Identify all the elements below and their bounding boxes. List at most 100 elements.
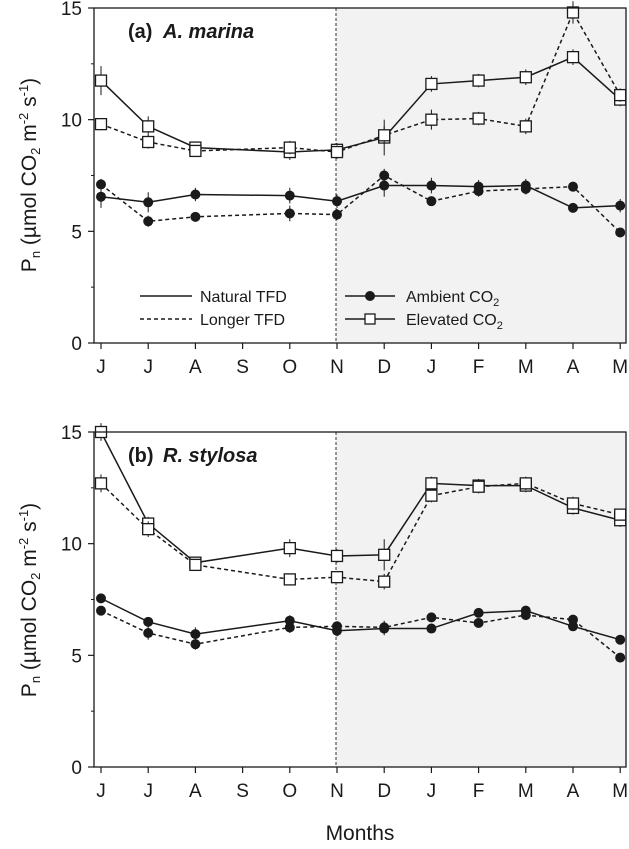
x-tick-label: A <box>567 781 580 802</box>
x-tick-label: A <box>189 781 202 802</box>
y-axis-a: 0 5 10 15 <box>61 0 94 355</box>
panel-b: 0 5 10 15 J J A S O N D J F M A M (b) R. stylosa <box>61 423 628 802</box>
x-tick-label: M <box>518 781 534 802</box>
y-axis-title-a: Pn (µmol CO2 m-2 s-1) <box>16 78 43 272</box>
data-point <box>96 191 106 202</box>
data-point <box>615 227 626 238</box>
data-point <box>425 477 438 490</box>
y-axis-b: 0 5 10 15 <box>61 423 94 779</box>
data-point <box>94 117 108 131</box>
y-tick-label: 10 <box>61 111 82 132</box>
data-point <box>426 180 437 191</box>
data-point <box>142 523 155 536</box>
panel-label-b: (b) <box>128 445 154 467</box>
x-tick-label: M <box>612 781 628 802</box>
data-point <box>473 186 484 197</box>
data-point <box>472 480 485 493</box>
data-point <box>284 208 295 219</box>
data-point <box>142 135 155 149</box>
x-tick-label: S <box>236 357 249 378</box>
series-line <box>100 609 621 659</box>
y-tick-label: 0 <box>71 758 82 779</box>
data-point <box>143 616 154 627</box>
data-point <box>568 202 578 213</box>
data-point <box>143 628 154 638</box>
x-tick-label: M <box>518 357 534 378</box>
data-point <box>190 629 201 640</box>
data-point <box>190 189 201 200</box>
data-point <box>615 200 626 211</box>
data-point <box>378 575 391 588</box>
data-point <box>378 129 391 142</box>
x-tick-label: J <box>143 781 153 802</box>
data-point <box>332 621 342 632</box>
data-point <box>283 573 296 586</box>
data-point <box>190 639 201 650</box>
data-point <box>332 196 342 207</box>
x-tick-label: D <box>377 357 391 378</box>
data-point <box>568 614 578 625</box>
data-point <box>615 634 626 645</box>
series-longer-open-square <box>94 1 627 159</box>
panel-title-a: A. marina <box>162 21 254 43</box>
data-point <box>566 50 580 64</box>
legend-natural-label: Natural TFD <box>200 289 287 306</box>
data-point <box>283 141 296 154</box>
data-point <box>96 593 106 604</box>
data-point <box>614 508 627 521</box>
data-point <box>190 211 201 222</box>
data-point <box>568 181 578 192</box>
series-longer-filled-circle <box>96 605 626 663</box>
legend-longer-label: Longer TFD <box>200 312 285 329</box>
data-point <box>426 612 437 623</box>
y-tick-label: 15 <box>61 0 82 20</box>
data-point <box>142 120 155 133</box>
y-tick-label: 0 <box>71 334 82 355</box>
data-point <box>284 622 295 633</box>
data-point <box>379 170 390 181</box>
data-point <box>520 610 531 621</box>
panel-label-a: (a) <box>128 21 152 43</box>
x-tick-label: N <box>330 357 344 378</box>
series-longer-filled-circle <box>96 168 626 238</box>
data-point <box>96 605 106 616</box>
data-point <box>96 179 106 190</box>
y-tick-label: 5 <box>71 222 82 243</box>
x-tick-label: A <box>189 357 202 378</box>
legend-elevated-marker <box>364 313 376 325</box>
plot-marks-a <box>94 1 627 238</box>
data-point <box>614 88 627 102</box>
panel-a: 0 5 10 15 J J A S O N D J F M A M (a) A. marina Natura… <box>61 0 628 378</box>
data-point <box>332 209 342 220</box>
x-tick-label: J <box>143 357 153 378</box>
data-point <box>425 489 438 502</box>
data-point <box>519 477 532 490</box>
legend: Natural TFD Longer TFD Ambient CO2 Eleva… <box>140 289 503 332</box>
data-point <box>566 6 580 19</box>
data-point <box>615 652 626 663</box>
data-point <box>473 607 484 618</box>
x-tick-label: J <box>427 357 437 378</box>
data-point <box>472 112 485 125</box>
data-point <box>520 183 531 194</box>
legend-ambient-marker <box>365 291 375 301</box>
data-point <box>425 113 438 126</box>
x-axis-title: Months <box>326 822 395 845</box>
y-tick-label: 5 <box>71 646 82 667</box>
data-point <box>284 190 295 201</box>
data-point <box>473 617 484 628</box>
data-point <box>94 74 108 87</box>
data-point <box>330 549 344 563</box>
data-point <box>330 145 344 159</box>
data-point <box>143 197 154 208</box>
y-tick-label: 10 <box>61 535 82 556</box>
y-tick-label: 15 <box>61 423 82 444</box>
x-tick-label: O <box>282 357 297 378</box>
data-point <box>379 622 390 633</box>
data-point <box>425 77 438 91</box>
data-point <box>330 571 344 584</box>
x-tick-label: D <box>377 781 391 802</box>
x-tick-label: N <box>330 781 344 802</box>
